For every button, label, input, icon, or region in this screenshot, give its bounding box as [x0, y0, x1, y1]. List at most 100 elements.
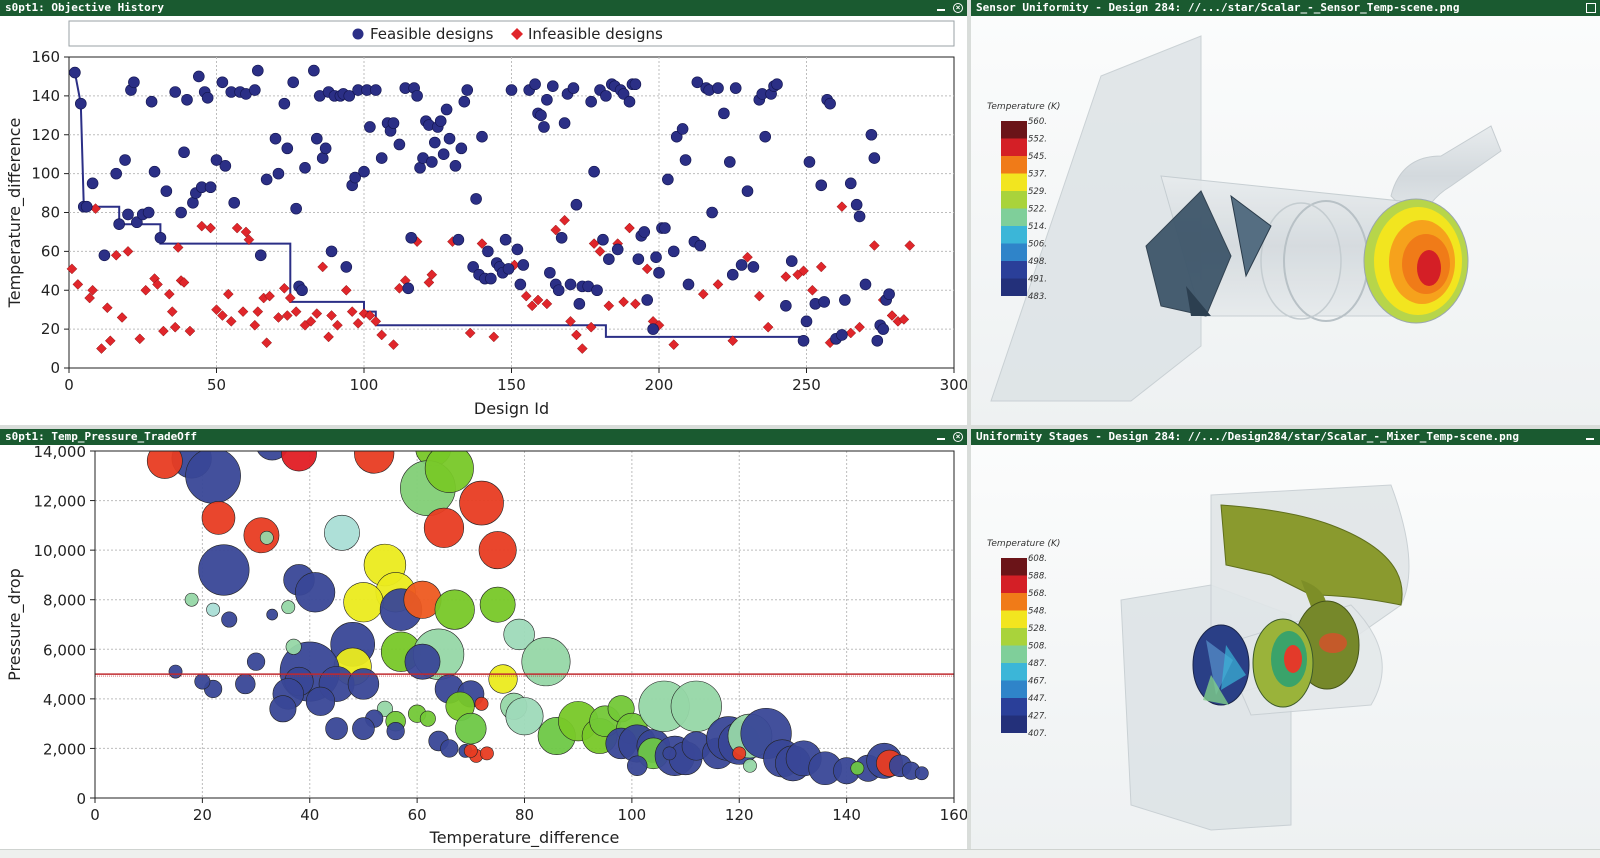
- tradeoff-bubble-chart: 0 20 40 60 80 100 120 140 160 0 2,000 4,000 6,000 8,0…: [5, 445, 967, 848]
- bubble-point: [343, 582, 384, 623]
- y-axis-label: Temperature_difference: [5, 118, 25, 309]
- infeasible-point: [252, 306, 264, 317]
- feasible-point: [281, 142, 294, 155]
- feasible-point: [670, 130, 683, 143]
- feasible-point: [290, 202, 302, 215]
- panel-titlebar[interactable]: s0pt1: Objective History ×: [0, 0, 967, 16]
- infeasible-point: [261, 337, 273, 349]
- x-tick-label: 250: [792, 376, 821, 394]
- bubble-point: [305, 686, 336, 716]
- x-tick-label: 100: [618, 806, 647, 824]
- infeasible-point: [134, 333, 146, 345]
- feasible-point: [865, 128, 878, 141]
- infeasible-point: [630, 298, 641, 310]
- minimize-icon[interactable]: [1586, 432, 1596, 442]
- feasible-point: [600, 90, 612, 102]
- infeasible-point: [196, 220, 208, 232]
- panel-titlebar[interactable]: s0pt1: Temp_Pressure_TradeOff ×: [0, 429, 967, 445]
- feasible-point: [818, 296, 831, 308]
- feasible-point: [485, 272, 497, 285]
- infeasible-point: [264, 290, 275, 302]
- legend-feasible-marker: [352, 28, 364, 40]
- infeasible-point: [66, 263, 78, 275]
- window-icon[interactable]: [1586, 3, 1596, 13]
- feasible-point: [694, 239, 707, 252]
- infeasible-point: [426, 269, 438, 281]
- legend-infeasible-label: Infeasible designs: [528, 25, 663, 43]
- bubble-point: [419, 710, 436, 727]
- legend-value: 483.: [1028, 292, 1047, 302]
- legend-color-swatch: [1001, 173, 1027, 191]
- feasible-point: [815, 179, 828, 192]
- legend-color-swatch: [1001, 558, 1027, 576]
- x-tick-label: 60: [408, 806, 427, 824]
- feasible-point: [393, 138, 406, 151]
- legend-value: 537.: [1028, 170, 1047, 180]
- bubble-point: [914, 766, 929, 781]
- infeasible-point: [217, 310, 228, 321]
- infeasible-point: [240, 226, 252, 238]
- bubble-point: [324, 514, 360, 551]
- feasible-point: [538, 121, 550, 133]
- horizontal-splitter[interactable]: [0, 425, 1600, 429]
- feasible-point: [597, 233, 609, 246]
- legend-color-swatch: [1001, 593, 1027, 611]
- feasible-point: [641, 294, 654, 306]
- panel-title: Uniformity Stages - Design 284: //.../De…: [976, 430, 1520, 443]
- infeasible-point: [742, 251, 753, 263]
- feasible-point: [110, 167, 122, 180]
- infeasible-point: [237, 306, 249, 317]
- bubble-point: [662, 746, 677, 761]
- feasible-point: [269, 132, 282, 145]
- panel-titlebar[interactable]: Uniformity Stages - Design 284: //.../De…: [971, 429, 1600, 445]
- panel-titlebar[interactable]: Sensor Uniformity - Design 284: //.../st…: [971, 0, 1600, 16]
- feasible-point: [181, 93, 193, 106]
- infeasible-point: [697, 288, 709, 300]
- infeasible-point: [898, 314, 910, 325]
- feasible-point: [69, 66, 81, 79]
- feasible-point: [449, 160, 462, 172]
- feasible-point: [414, 161, 426, 174]
- feasible-point: [558, 117, 571, 129]
- feasible-point: [86, 177, 99, 190]
- infeasible-point: [352, 317, 364, 329]
- close-icon[interactable]: ×: [953, 3, 963, 13]
- bubble-point: [269, 695, 297, 723]
- legend-color-swatch: [1001, 121, 1027, 139]
- legend-infeasible-marker: [511, 28, 523, 40]
- minimize-icon[interactable]: [937, 432, 947, 442]
- feasible-point: [759, 130, 772, 143]
- feasible-point: [785, 255, 798, 267]
- infeasible-point: [172, 242, 184, 253]
- feasible-point: [871, 334, 884, 347]
- feasible-point: [726, 268, 739, 281]
- infeasible-point: [370, 315, 382, 327]
- swirl-vane-contour: [1192, 624, 1250, 706]
- close-icon[interactable]: ×: [953, 432, 963, 442]
- infeasible-point: [886, 310, 898, 321]
- y-axis-label: Pressure_drop: [5, 568, 25, 681]
- feasible-point: [883, 288, 895, 300]
- feasible-point: [824, 97, 836, 110]
- infeasible-point: [326, 310, 337, 321]
- bubble-point: [221, 611, 238, 628]
- bubble-point: [257, 451, 288, 461]
- bubble-point: [259, 530, 274, 545]
- infeasible-point: [464, 327, 476, 339]
- feasible-point: [128, 76, 140, 89]
- vertical-splitter[interactable]: [967, 0, 971, 858]
- feasible-point: [747, 261, 760, 273]
- legend-color-swatch: [1001, 645, 1027, 663]
- feasible-point: [514, 278, 527, 291]
- bubble-point: [146, 451, 183, 479]
- bubble-point: [505, 697, 544, 736]
- legend-title: Temperature (K): [987, 102, 1060, 112]
- infeasible-point: [284, 292, 296, 304]
- infeasible-point: [488, 331, 500, 343]
- feasible-point: [502, 263, 515, 275]
- minimize-icon[interactable]: [937, 3, 947, 13]
- legend-color-swatch: [1001, 575, 1027, 593]
- bubbles: [146, 451, 929, 786]
- bubble-point: [627, 755, 648, 776]
- x-tick-label: 150: [497, 376, 526, 394]
